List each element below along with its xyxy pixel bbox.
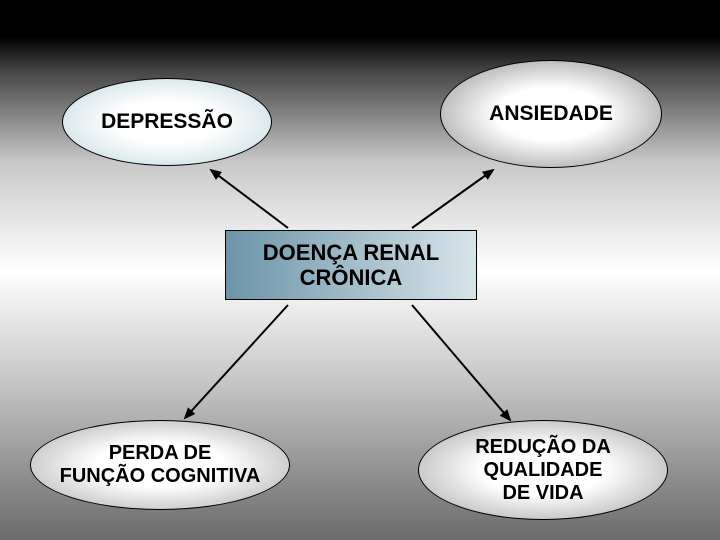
arrow-qualidade [412,305,510,420]
node-ansiedade: ANSIEDADE [440,60,662,168]
node-depressao-label: DEPRESSÃO [101,110,233,134]
node-center-label: DOENÇA RENALCRÔNICA [263,240,439,291]
arrow-depressao [211,170,288,228]
arrow-ansiedade [412,170,493,228]
node-perda: PERDA DEFUNÇÃO COGNITIVA [30,420,290,510]
node-depressao: DEPRESSÃO [62,78,272,166]
node-perda-label: PERDA DEFUNÇÃO COGNITIVA [60,442,261,488]
node-qualidade: REDUÇÃO DAQUALIDADEDE VIDA [418,420,668,520]
arrow-perda [185,305,288,418]
node-ansiedade-label: ANSIEDADE [489,102,613,126]
node-qualidade-label: REDUÇÃO DAQUALIDADEDE VIDA [475,436,611,505]
node-center: DOENÇA RENALCRÔNICA [225,230,477,300]
